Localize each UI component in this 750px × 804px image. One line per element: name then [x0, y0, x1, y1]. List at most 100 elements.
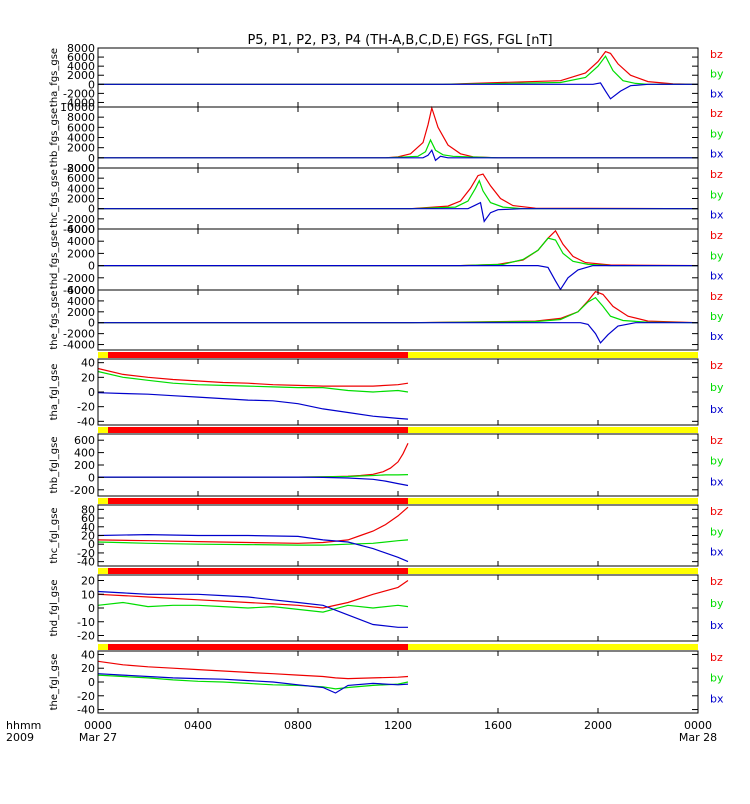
series-line-by	[97, 601, 409, 613]
series-line-bx	[98, 148, 698, 162]
y-tick-label: -40	[77, 415, 95, 428]
panel-frame	[97, 289, 699, 351]
series-line-bz	[98, 443, 409, 478]
y-tick-label: 4000	[67, 235, 95, 248]
legend-bx: bx	[710, 475, 724, 488]
legend-bz: bz	[710, 48, 723, 61]
x-tick-label: 0400	[184, 719, 212, 732]
y-tick-label: 6000	[67, 121, 95, 134]
y-tick-label: -4000	[63, 223, 95, 236]
series-line-bx	[98, 82, 698, 100]
legend-by: by	[710, 455, 724, 468]
y-axis-label: the_fgs_gse	[49, 290, 60, 349]
x-date-label: Mar 28	[679, 731, 717, 744]
y-tick-label: -2000	[63, 272, 95, 285]
y-tick-label: 0	[88, 203, 95, 216]
y-tick-label: -20	[77, 401, 95, 414]
series-line-bx	[98, 476, 409, 487]
panel-frame	[97, 167, 699, 230]
series-line-bz	[98, 290, 699, 324]
y-tick-label: 20	[81, 662, 95, 675]
legend-bx: bx	[710, 546, 724, 559]
y-axis-label: thd_fgl_gse	[49, 580, 60, 637]
series-line-bz	[98, 105, 698, 159]
x-tick-label: 1600	[484, 719, 512, 732]
time-row-label-year: 2009	[6, 731, 34, 744]
y-tick-label: 4000	[67, 132, 95, 145]
legend-bx: bx	[710, 403, 724, 416]
legend-by: by	[710, 127, 724, 140]
legend-bz: bz	[710, 107, 723, 120]
x-tick-label: 0000	[84, 719, 112, 732]
legend-bz: bz	[710, 575, 723, 588]
series-line-bz	[97, 660, 409, 680]
y-tick-label: 2000	[67, 193, 95, 206]
series-line-bz	[98, 50, 699, 85]
y-axis-label: thd_fgs_gse	[49, 230, 60, 289]
panel-frame	[97, 47, 699, 108]
y-tick-label: -2000	[63, 162, 95, 175]
y-tick-label: 8000	[67, 42, 95, 55]
series-line-bx	[97, 533, 409, 563]
y-tick-label: 2000	[67, 306, 95, 319]
legend-bx: bx	[710, 148, 724, 161]
legend-bz: bz	[710, 168, 723, 181]
y-tick-label: 20	[81, 371, 95, 384]
legend-bz: bz	[710, 434, 723, 447]
y-tick-label: 0	[88, 676, 95, 689]
legend-by: by	[710, 188, 724, 201]
y-axis-label: tha_fgs_gse	[49, 48, 60, 107]
y-tick-label: 6000	[67, 51, 95, 64]
y-tick-label: 80	[81, 503, 95, 516]
y-tick-label: 4000	[67, 182, 95, 195]
legend-by: by	[710, 249, 724, 262]
y-tick-label: -10	[77, 616, 95, 629]
y-tick-label: -40	[77, 704, 95, 717]
y-tick-label: 20	[81, 575, 95, 588]
series-line-bx	[97, 673, 409, 694]
y-tick-label: 6000	[67, 284, 95, 297]
y-tick-label: 6000	[67, 223, 95, 236]
series-line-by	[98, 55, 698, 85]
series-line-by	[97, 674, 409, 690]
y-tick-label: 0	[88, 386, 95, 399]
y-tick-label: 0	[88, 602, 95, 615]
series-line-bz	[98, 229, 699, 267]
series-line-bz	[97, 367, 409, 387]
legend-bx: bx	[710, 619, 724, 632]
y-tick-label: -20	[77, 547, 95, 560]
legend-by: by	[710, 381, 724, 394]
series-line-by	[97, 370, 409, 393]
panel-frame	[97, 650, 699, 714]
x-tick-label: 2000	[584, 719, 612, 732]
coverage-bar-data	[108, 498, 408, 504]
series-line-bz	[97, 506, 409, 544]
y-axis-label: thc_fgs_gse	[49, 169, 60, 228]
series-line-bx	[97, 392, 409, 420]
y-tick-label: -4000	[63, 284, 95, 297]
y-tick-label: 0	[88, 152, 95, 165]
y-tick-label: 2000	[67, 247, 95, 260]
y-tick-label: 10	[81, 588, 95, 601]
y-axis-label: the_fgl_gse	[49, 654, 60, 711]
legend-bx: bx	[710, 692, 724, 705]
y-axis-label: thb_fgs_gse	[49, 108, 60, 167]
series-line-bx	[98, 201, 698, 223]
legend-bx: bx	[710, 270, 724, 283]
legend-bz: bz	[710, 359, 723, 372]
series-line-by	[98, 138, 698, 159]
y-axis-label: tha_fgl_gse	[49, 364, 60, 421]
series-line-by	[98, 296, 699, 324]
y-tick-label: 0	[88, 78, 95, 91]
series-line-by	[98, 237, 698, 267]
y-tick-label: 6000	[67, 172, 95, 185]
y-tick-label: 0	[88, 471, 95, 484]
y-tick-label: -2000	[63, 87, 95, 100]
y-axis-label: thb_fgl_gse	[49, 437, 60, 494]
